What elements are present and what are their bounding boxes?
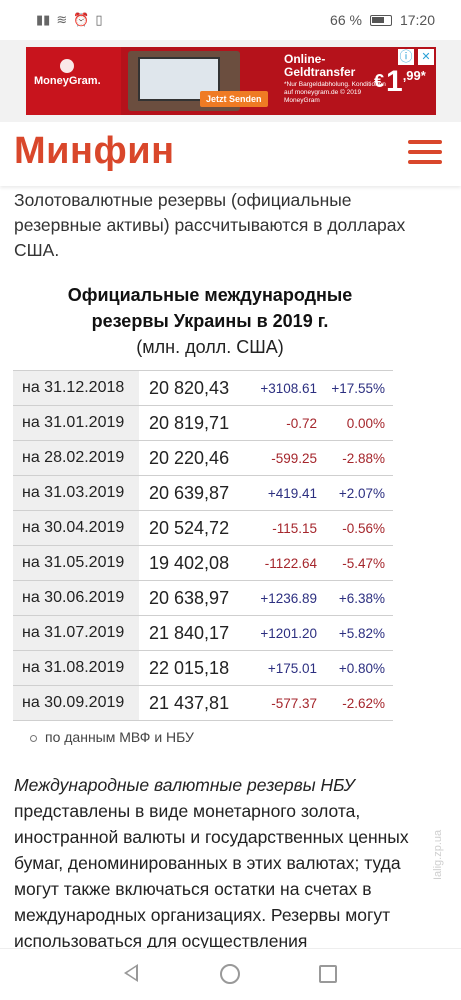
- vibrate-icon: ▯: [95, 12, 103, 27]
- delta-cell: +1201.20: [247, 615, 323, 651]
- table-title-units: (млн. долл. США): [136, 337, 284, 357]
- ad-banner[interactable]: MoneyGram. Jetzt Senden Online-Geldtrans…: [26, 47, 436, 115]
- value-cell: 21 437,81: [139, 685, 247, 721]
- signal-icon: ▮▮: [36, 12, 51, 27]
- table-row: на 30.09.2019 21 437,81 -577.37 -2.62%: [13, 685, 393, 721]
- table-row: на 31.03.2019 20 639,87 +419.41 +2.07%: [13, 475, 393, 511]
- table-row: на 30.06.2019 20 638,97 +1236.89 +6.38%: [13, 580, 393, 616]
- date-cell: на 31.12.2018: [13, 370, 139, 406]
- battery-percent: 66 %: [330, 12, 362, 28]
- delta-cell: +175.01: [247, 650, 323, 686]
- delta-cell: -577.37: [247, 685, 323, 721]
- paragraph-italic: Международные валютные резервы НБУ: [14, 775, 355, 795]
- value-cell: 20 524,72: [139, 510, 247, 546]
- laptop-image: [128, 51, 240, 111]
- ad-banner-area: MoneyGram. Jetzt Senden Online-Geldtrans…: [0, 40, 461, 122]
- ad-brand: MoneyGram.: [34, 75, 101, 87]
- table-row: на 31.07.2019 21 840,17 +1201.20 +5.82%: [13, 615, 393, 651]
- ad-title: Online-Geldtransfer: [284, 52, 356, 79]
- value-cell: 19 402,08: [139, 545, 247, 581]
- ad-logo-area: MoneyGram.: [26, 47, 121, 115]
- percent-cell: +0.80%: [323, 650, 393, 686]
- value-cell: 22 015,18: [139, 650, 247, 686]
- table-row: на 31.08.2019 22 015,18 +175.01 +0.80%: [13, 650, 393, 686]
- ad-fineprint: *Nur Bargeldabholung. Konditionen auf mo…: [284, 81, 386, 104]
- table-row: на 31.12.2018 20 820,43 +3108.61 +17.55%: [13, 370, 393, 406]
- date-cell: на 30.09.2019: [13, 685, 139, 721]
- ad-price-int: 1: [386, 65, 403, 98]
- clock: 17:20: [399, 12, 435, 28]
- ad-price: 1,99*: [386, 65, 426, 99]
- percent-cell: +2.07%: [323, 475, 393, 511]
- date-cell: на 31.07.2019: [13, 615, 139, 651]
- date-cell: на 28.02.2019: [13, 440, 139, 476]
- percent-cell: 0.00%: [323, 405, 393, 441]
- reserves-table: на 31.12.2018 20 820,43 +3108.61 +17.55% на …: [13, 370, 393, 721]
- ad-close-icon[interactable]: ✕: [418, 49, 434, 65]
- delta-cell: -599.25: [247, 440, 323, 476]
- wifi-icon: ≋: [56, 12, 68, 27]
- paragraph-body: представлены в виде монетарного золота, …: [14, 801, 409, 951]
- table-title-line1: Официальные международные: [67, 285, 353, 305]
- recent-apps-icon[interactable]: [319, 965, 337, 983]
- value-cell: 20 639,87: [139, 475, 247, 511]
- site-header: Минфин: [0, 122, 461, 186]
- source-text: по данным МВФ и НБУ: [45, 729, 194, 745]
- percent-cell: +6.38%: [323, 580, 393, 616]
- date-cell: на 30.04.2019: [13, 510, 139, 546]
- status-bar: ▮▮ ≋ ⏰ ▯ 66 % 17:20: [0, 0, 461, 40]
- table-title: Официальные международные резервы Украин…: [20, 282, 400, 360]
- source-note: по данным МВФ и НБУ: [30, 729, 194, 745]
- value-cell: 21 840,17: [139, 615, 247, 651]
- delta-cell: +3108.61: [247, 370, 323, 406]
- percent-cell: +5.82%: [323, 615, 393, 651]
- value-cell: 20 819,71: [139, 405, 247, 441]
- ad-price-currency: €: [374, 71, 385, 91]
- table-row: на 30.04.2019 20 524,72 -115.15 -0.56%: [13, 510, 393, 546]
- date-cell: на 31.08.2019: [13, 650, 139, 686]
- hamburger-icon: [408, 140, 442, 144]
- percent-cell: -0.56%: [323, 510, 393, 546]
- date-cell: на 30.06.2019: [13, 580, 139, 616]
- battery-icon: [369, 14, 392, 26]
- delta-cell: +1236.89: [247, 580, 323, 616]
- ad-cta-button[interactable]: Jetzt Senden: [200, 91, 268, 107]
- ad-price-dec: ,99: [402, 68, 421, 83]
- value-cell: 20 638,97: [139, 580, 247, 616]
- delta-cell: -0.72: [247, 405, 323, 441]
- table-row: на 31.05.2019 19 402,08 -1122.64 -5.47%: [13, 545, 393, 581]
- watermark: Іalig.zp.ua: [432, 829, 444, 880]
- back-icon[interactable]: [124, 964, 138, 982]
- value-cell: 20 820,43: [139, 370, 247, 406]
- menu-button[interactable]: [408, 138, 442, 166]
- table-row: на 28.02.2019 20 220,46 -599.25 -2.88%: [13, 440, 393, 476]
- date-cell: на 31.03.2019: [13, 475, 139, 511]
- article-paragraph: Международные валютные резервы НБУ предс…: [14, 772, 446, 954]
- percent-cell: +17.55%: [323, 370, 393, 406]
- percent-cell: -2.62%: [323, 685, 393, 721]
- delta-cell: -115.15: [247, 510, 323, 546]
- delta-cell: -1122.64: [247, 545, 323, 581]
- moneygram-logo-icon: [60, 59, 74, 73]
- intro-text: Золотовалютные резервы (официальные резе…: [14, 190, 406, 260]
- value-cell: 20 220,46: [139, 440, 247, 476]
- table-row: на 31.01.2019 20 819,71 -0.72 0.00%: [13, 405, 393, 441]
- percent-cell: -2.88%: [323, 440, 393, 476]
- ad-info-icon[interactable]: ⓘ: [398, 49, 414, 65]
- bullet-icon: [30, 734, 37, 742]
- date-cell: на 31.01.2019: [13, 405, 139, 441]
- percent-cell: -5.47%: [323, 545, 393, 581]
- site-logo[interactable]: Минфин: [14, 130, 175, 172]
- alarm-icon: ⏰: [73, 12, 90, 27]
- ad-price-star: *: [420, 68, 426, 83]
- delta-cell: +419.41: [247, 475, 323, 511]
- table-title-line2: резервы Украины в 2019 г.: [91, 311, 329, 331]
- date-cell: на 31.05.2019: [13, 545, 139, 581]
- system-nav-bar: [0, 948, 461, 1000]
- status-icons: ▮▮ ≋ ⏰ ▯: [36, 12, 103, 28]
- home-icon[interactable]: [220, 964, 240, 984]
